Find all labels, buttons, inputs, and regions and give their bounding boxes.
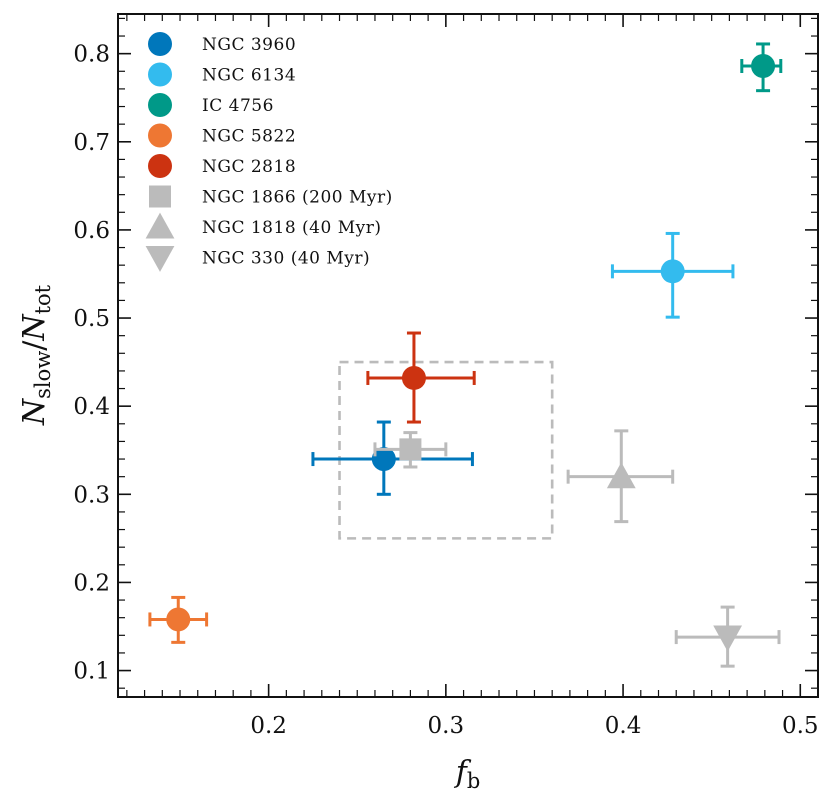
data-point-group: [740, 42, 783, 93]
data-point-group: [311, 420, 474, 496]
legend-marker: [148, 123, 172, 148]
legend-marker: [149, 185, 171, 208]
x-tick-label: 0.4: [605, 713, 642, 739]
y-axis-title-main-a: N: [17, 397, 52, 426]
data-point: [166, 607, 191, 632]
legend-item: NGC 1866 (200 Myr): [149, 185, 393, 208]
data-point: [606, 462, 636, 489]
y-tick-label: 0.5: [73, 306, 110, 332]
y-tick-label: 0.1: [73, 659, 110, 685]
legend-item: NGC 2818: [148, 154, 296, 178]
plot-frame: [117, 13, 819, 698]
y-axis-title-sub-a: slow: [31, 351, 55, 399]
data-point-group: [366, 331, 476, 424]
data-point-group: [674, 605, 781, 668]
legend-marker: [145, 245, 175, 272]
data-point: [713, 625, 743, 652]
legend-item: NGC 330 (40 Myr): [145, 245, 370, 272]
data-point-group: [373, 431, 448, 469]
legend-item: IC 4756: [148, 93, 274, 117]
y-tick-label: 0.3: [73, 482, 110, 508]
data-point: [399, 438, 422, 461]
legend-item: NGC 6134: [148, 62, 296, 87]
x-tick-label: 0.2: [250, 713, 287, 739]
y-tick-label: 0.8: [73, 42, 110, 68]
data-point: [751, 53, 776, 78]
legend-label: NGC 330 (40 Myr): [202, 249, 370, 269]
data-point-group: [566, 429, 675, 524]
legend-item: NGC 1818 (40 Myr): [145, 212, 381, 239]
x-tick-label: 0.5: [782, 713, 819, 739]
legend-label: NGC 2818: [202, 157, 296, 177]
legend: NGC 3960 NGC 6134 IC 4756 NGC 5822 NGC 2818 N…: [145, 32, 393, 272]
y-tick-label: 0.4: [73, 394, 110, 420]
data-point: [371, 447, 396, 472]
legend-label: IC 4756: [202, 96, 274, 116]
legend-label: NGC 1866 (200 Myr): [202, 188, 393, 208]
legend-label: NGC 5822: [202, 127, 296, 147]
legend-marker: [148, 32, 172, 56]
legend-label: NGC 1818 (40 Myr): [202, 218, 381, 238]
y-tick-label: 0.6: [73, 218, 110, 244]
y-axis-title-separator: /: [17, 340, 52, 351]
legend-marker: [148, 93, 172, 117]
y-tick-label: 0.2: [73, 570, 110, 596]
data-point: [401, 365, 426, 390]
y-axis-title-main-b: N: [17, 313, 52, 342]
highlight-box-layer: [338, 360, 554, 540]
data-point-group: [610, 231, 735, 319]
data-point-group: [148, 595, 209, 644]
highlight-dashed-box: [338, 360, 554, 540]
series-layer: [148, 42, 783, 668]
x-tick-label: 0.3: [428, 713, 465, 739]
legend-marker: [148, 62, 172, 87]
y-axis-title: Nslow/Ntot: [17, 284, 55, 426]
x-axis-title-sub: b: [467, 769, 480, 793]
ticks-layer: 0.2 0.3 0.4 0.5 0.1 0.2 0.3 0.4 0.5 0.6 0.7 0.8: [73, 14, 819, 739]
legend-marker: [148, 154, 172, 178]
legend-marker: [145, 212, 175, 239]
data-point: [660, 259, 685, 284]
legend-item: NGC 5822: [148, 123, 296, 148]
y-axis-title-sub-b: tot: [31, 284, 55, 314]
y-tick-label: 0.7: [73, 130, 110, 156]
legend-label: NGC 3960: [202, 35, 296, 55]
legend-item: NGC 3960: [148, 32, 296, 56]
legend-label: NGC 6134: [202, 66, 296, 86]
